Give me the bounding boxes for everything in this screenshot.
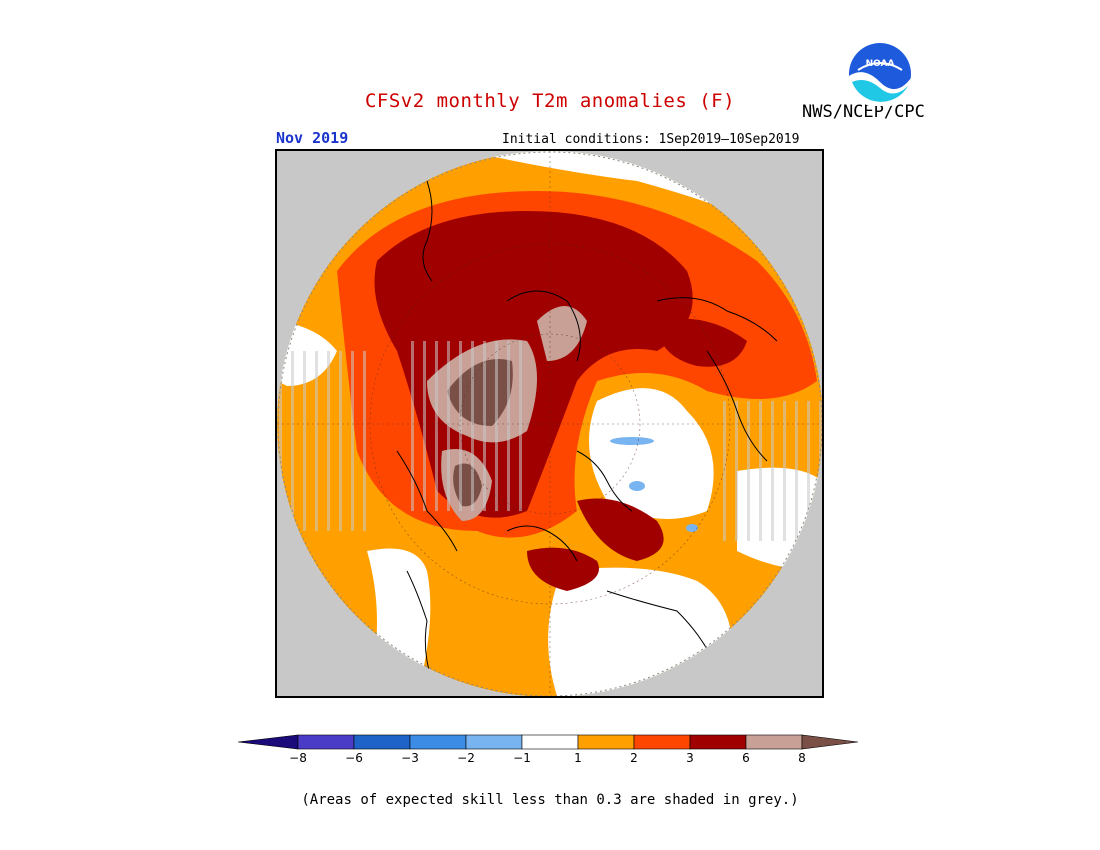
colorbar-tick-label: 2	[630, 751, 638, 765]
colorbar-arrow-low	[238, 734, 299, 750]
initial-conditions: Initial conditions: 1Sep2019–10Sep2019	[502, 132, 800, 147]
anomaly-neg1-2-patch-3	[686, 524, 698, 532]
colorbar-tick-label: 6	[742, 751, 750, 765]
colorbar-bin	[633, 734, 691, 750]
colorbar-tick-label: −6	[345, 751, 363, 765]
forecast-month: Nov 2019	[276, 129, 349, 147]
low-skill-shading-east	[717, 401, 822, 541]
colorbar-tick-label: −2	[457, 751, 475, 765]
colorbar-tick-label: −8	[289, 751, 307, 765]
colorbar-arrow-high	[801, 734, 859, 750]
colorbar-bin	[353, 734, 411, 750]
anomaly-3-6-europe	[577, 498, 664, 561]
anomaly-neg1-2-patch-2	[629, 481, 645, 491]
anomaly-neg1-2-patch-1	[610, 437, 654, 445]
agency-label: NWS/NCEP/CPC	[802, 102, 925, 122]
colorbar-bin	[745, 734, 803, 750]
anomaly-3-6-mediterranean	[527, 547, 599, 591]
noaa-logo: NOAA	[848, 42, 912, 109]
colorbar-bin	[465, 734, 523, 750]
anomaly-3-6-asia	[657, 318, 747, 367]
anomaly-neutral-center	[589, 388, 714, 519]
colorbar-bin	[689, 734, 747, 750]
colorbar-tick-label: 8	[798, 751, 806, 765]
map-canvas	[277, 151, 822, 696]
map-title: CFSv2 monthly T2m anomalies (F)	[364, 90, 736, 112]
colorbar-tick-label: −1	[513, 751, 531, 765]
graticule	[277, 151, 822, 696]
map-boundary	[277, 151, 822, 696]
colorbar-bin	[521, 734, 579, 750]
colorbar-bin	[297, 734, 355, 750]
polar-map	[275, 149, 824, 698]
colorbar-tick-label: 3	[686, 751, 694, 765]
anomaly-6-8-arctic	[537, 306, 587, 361]
skill-footnote: (Areas of expected skill less than 0.3 a…	[301, 792, 799, 808]
low-skill-shading-center	[407, 341, 527, 511]
logo-text: NOAA	[866, 59, 895, 69]
colorbar-bin	[577, 734, 635, 750]
colorbar-bin	[409, 734, 467, 750]
colorbar-tick-label: 1	[574, 751, 582, 765]
colorbar	[238, 734, 859, 750]
low-skill-shading-west	[277, 351, 367, 531]
colorbar-tick-label: −3	[401, 751, 419, 765]
